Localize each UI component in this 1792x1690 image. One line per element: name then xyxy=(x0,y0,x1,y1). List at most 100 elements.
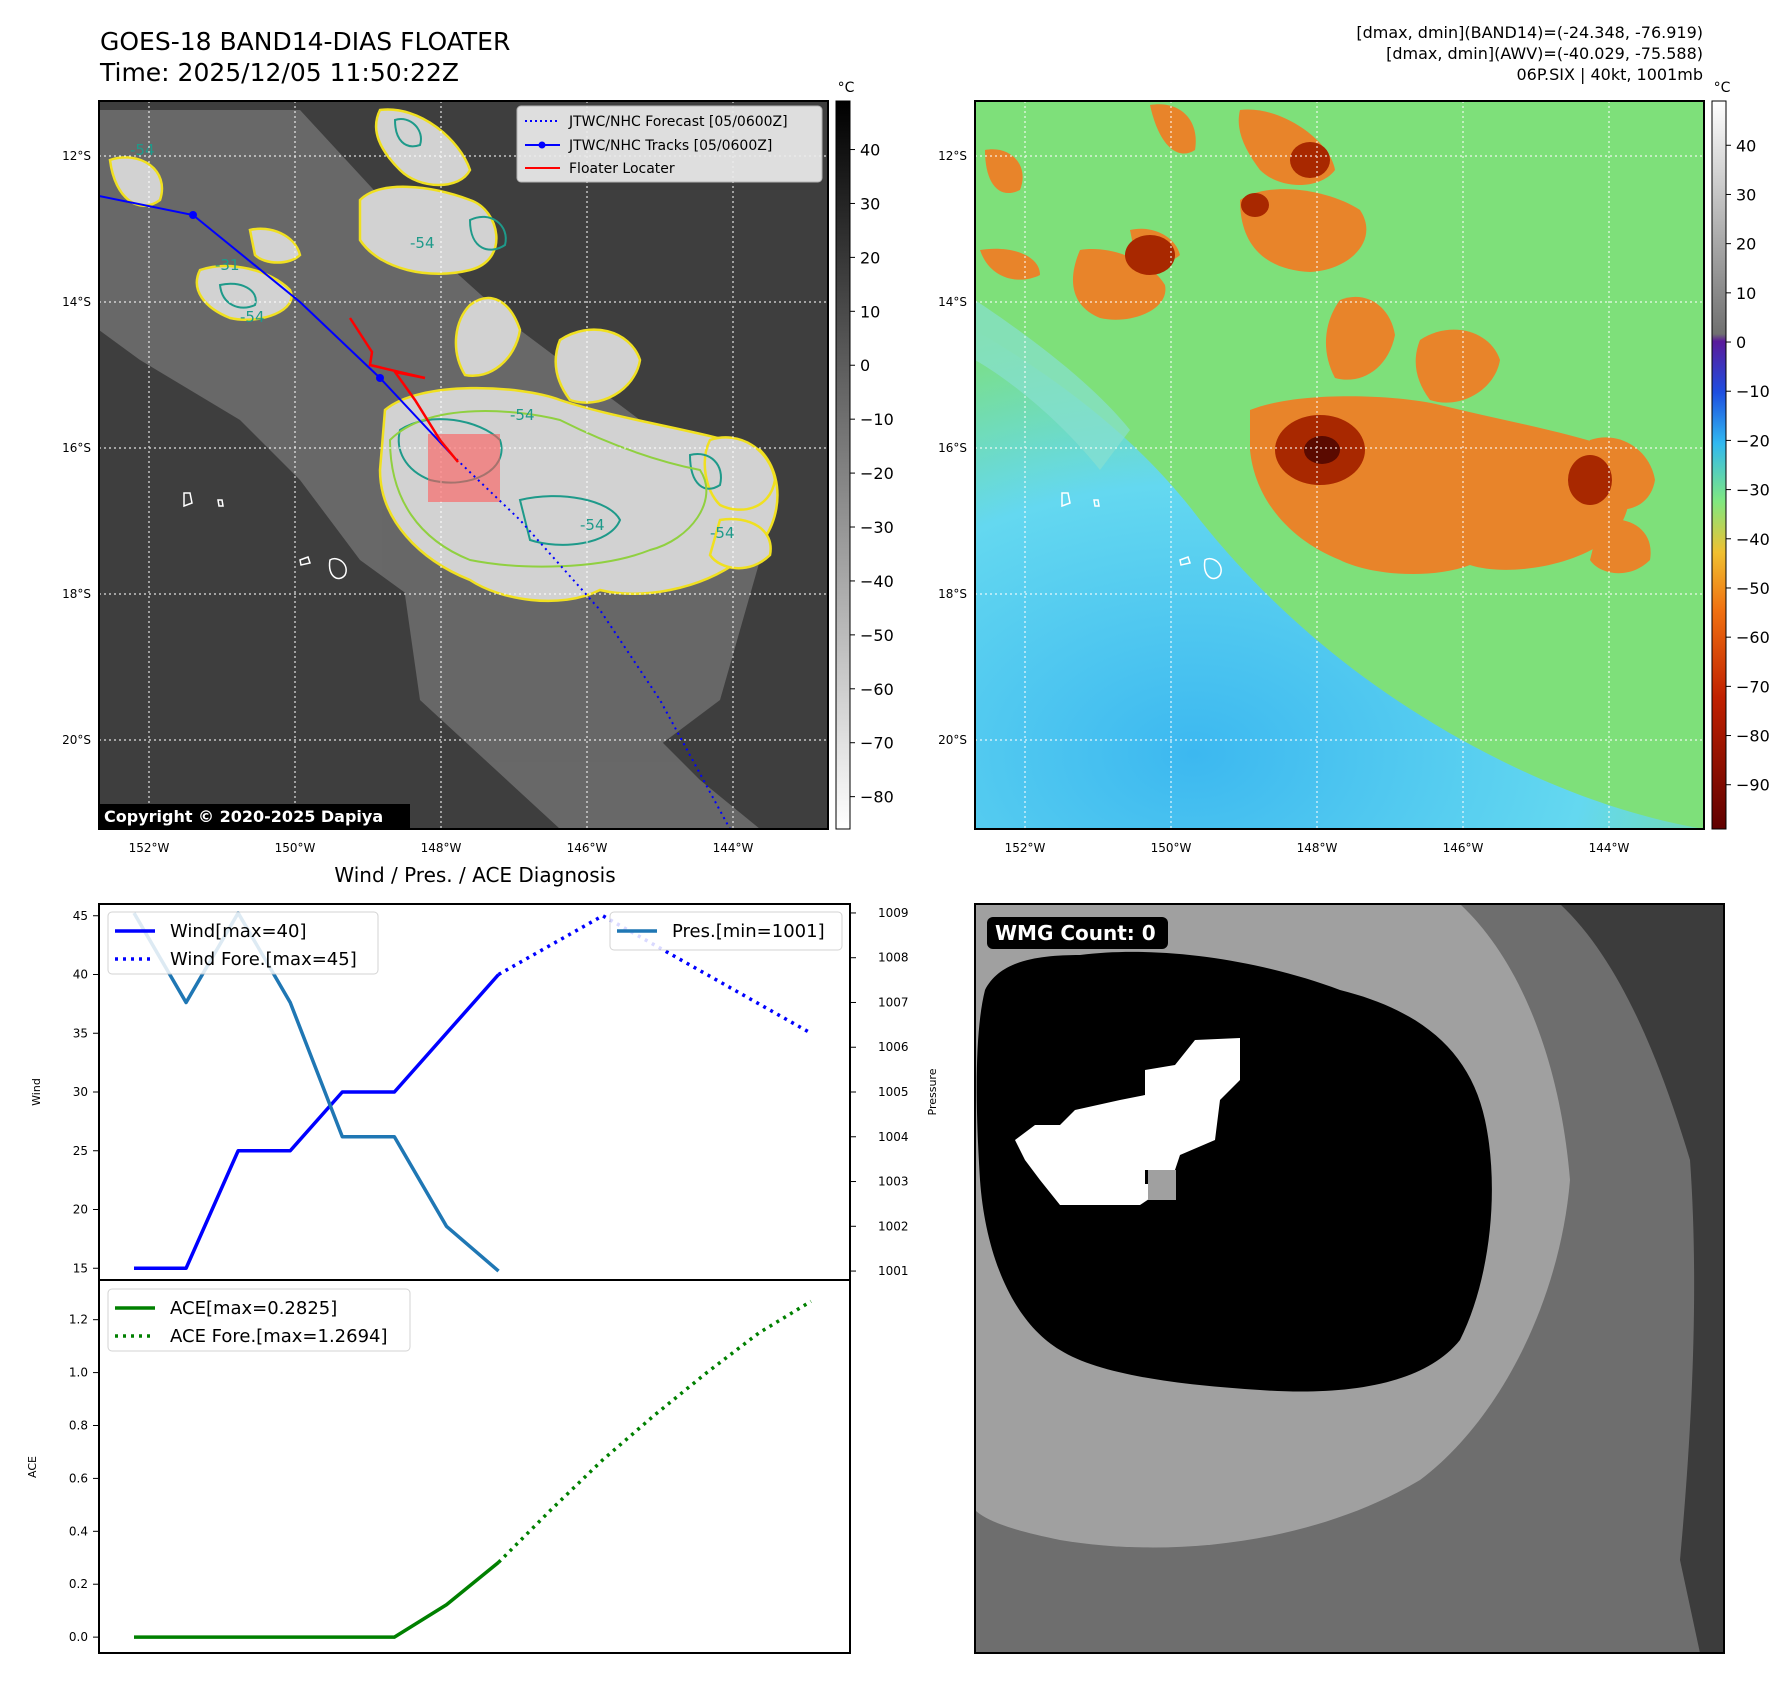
legend-ace: ACE[max=0.2825] xyxy=(170,1298,337,1319)
ir-contour-labels: -54 -54 -54 -54 -31 -54 -54 xyxy=(130,141,735,542)
lon-label: 152°W xyxy=(129,841,170,855)
colorbar-tick-label: −10 xyxy=(860,410,894,429)
wmg-label-box xyxy=(987,917,1168,949)
ir-gridlines xyxy=(99,101,828,829)
awv-colorbar xyxy=(1711,100,1727,830)
pressure-tick-label: 1002 xyxy=(878,1219,909,1233)
colorbar-tick-label: 20 xyxy=(860,248,880,267)
wind-series-line-0 xyxy=(134,973,500,1270)
awv-colorbar-ticks: 40 30 20 10 0 −10 −20 −30 −40 −50 −60 −70 −80 −90 xyxy=(1726,136,1770,795)
ace-tick-label: 0.8 xyxy=(69,1418,88,1432)
lon-label: 148°W xyxy=(1297,841,1338,855)
lat-label: 14°S xyxy=(938,295,967,309)
pressure-tick-label: 1004 xyxy=(878,1130,909,1144)
colorbar-tick-label: −70 xyxy=(1736,677,1770,696)
colorbar-tick-label: 40 xyxy=(860,141,880,160)
ace-axis-label: ACE xyxy=(26,1456,39,1478)
lat-label: 16°S xyxy=(938,441,967,455)
lat-label: 12°S xyxy=(62,149,91,163)
awv-lat-labels: 12°S 14°S 16°S 18°S 20°S xyxy=(938,149,967,747)
contour-label: -54 xyxy=(410,234,435,252)
ace-tick-label: 0.6 xyxy=(69,1471,88,1485)
track-marker xyxy=(189,211,197,219)
wind-axis-label: Wind xyxy=(30,1078,43,1106)
colorbar-tick-label: 20 xyxy=(1736,235,1756,254)
ace-panel: 1.2 1.0 0.8 0.6 0.4 0.2 0.0 ACE ACE[max=0.2825… xyxy=(26,1279,851,1654)
ace-legend: ACE[max=0.2825] ACE Fore.[max=1.2694] xyxy=(107,1288,411,1352)
contour-label: -54 xyxy=(130,141,155,159)
pressure-axis-ticks: 1009 1008 1007 1006 1005 1004 1003 1002 1001 xyxy=(850,906,909,1278)
wind-series-line-2 xyxy=(132,911,500,1273)
pressure-tick-label: 1005 xyxy=(878,1085,909,1099)
figure-time: Time: 2025/12/05 11:50:22Z xyxy=(99,58,459,87)
copyright-text: Copyright © 2020-2025 Dapiya xyxy=(104,807,383,826)
legend-pressure: Pres.[min=1001] xyxy=(672,921,825,942)
info-band14: [dmax, dmin](BAND14)=(-24.348, -76.919) xyxy=(1356,23,1703,42)
pressure-tick-label: 1001 xyxy=(878,1264,909,1278)
wmg-gray-notch xyxy=(1148,1170,1176,1200)
ir-cloud-tops xyxy=(108,108,779,603)
ir-lat-labels: 12°S 14°S 16°S 18°S 20°S xyxy=(62,149,91,747)
lat-label: 18°S xyxy=(62,587,91,601)
colorbar-tick-label: −20 xyxy=(1736,431,1770,450)
wmg-white-region xyxy=(1015,1038,1240,1205)
wind-axis-ticks: 45 40 35 30 25 20 15 xyxy=(73,909,99,1275)
awv-coldest-core xyxy=(1304,436,1340,464)
colorbar-tick-label: 0 xyxy=(1736,333,1746,352)
awv-gridlines xyxy=(975,101,1704,829)
contour-label: -54 xyxy=(510,406,535,424)
wmg-panel: WMG Count: 0 xyxy=(974,903,1725,1654)
ir-colorbar-unit: °C xyxy=(838,80,855,96)
legend-tracks: JTWC/NHC Tracks [05/0600Z] xyxy=(568,138,772,154)
contour-label: -31 xyxy=(215,256,240,274)
ace-tick-label: 0.2 xyxy=(69,1577,88,1591)
ir-frame xyxy=(98,100,829,830)
awv-dry-region xyxy=(975,330,1704,829)
colorbar-tick-label: −20 xyxy=(860,464,894,483)
lon-label: 148°W xyxy=(421,841,462,855)
colorbar-tick-label: −80 xyxy=(860,788,894,807)
wind-tick-label: 20 xyxy=(73,1203,88,1217)
lat-label: 18°S xyxy=(938,587,967,601)
colorbar-tick-label: −60 xyxy=(1736,628,1770,647)
best-track xyxy=(99,195,453,456)
wind-tick-label: 40 xyxy=(73,968,88,982)
pressure-tick-label: 1006 xyxy=(878,1040,909,1054)
ir-map: -54 -54 -54 -54 -31 -54 -54 xyxy=(62,80,894,855)
track-marker xyxy=(376,374,384,382)
colorbar-tick-label: −40 xyxy=(860,572,894,591)
ace-tick-label: 1.2 xyxy=(69,1313,88,1327)
lon-label: 144°W xyxy=(713,841,754,855)
lon-label: 152°W xyxy=(1005,841,1046,855)
colorbar-tick-label: 30 xyxy=(860,194,880,213)
lon-label: 146°W xyxy=(567,841,608,855)
pressure-tick-label: 1008 xyxy=(878,951,909,965)
legend-ace-forecast: ACE Fore.[max=1.2694] xyxy=(170,1326,388,1347)
wind-tick-label: 25 xyxy=(73,1144,88,1158)
ace-tick-label: 1.0 xyxy=(69,1366,88,1380)
ace-tick-label: 0.0 xyxy=(69,1630,88,1644)
awv-islands xyxy=(1061,492,1222,580)
ace-series-line-0 xyxy=(134,1561,500,1639)
awv-colorbar-unit: °C xyxy=(1714,80,1731,96)
ir-colorbar-ticks: 40 30 20 10 0 −10 −20 −30 −40 −50 −60 −70 −80 xyxy=(850,141,894,807)
lat-label: 14°S xyxy=(62,295,91,309)
wind-tick-label: 15 xyxy=(73,1261,88,1275)
awv-frame xyxy=(974,100,1705,830)
colorbar-tick-label: −10 xyxy=(1736,382,1770,401)
ir-contours-green xyxy=(388,410,708,568)
colorbar-tick-label: −50 xyxy=(1736,579,1770,598)
legend-wind: Wind[max=40] xyxy=(170,921,307,942)
ace-series xyxy=(134,1299,812,1639)
awv-dry-band xyxy=(975,300,1130,470)
wind-tick-label: 45 xyxy=(73,909,88,923)
ir-colorbar xyxy=(835,100,851,830)
info-awv: [dmax, dmin](AWV)=(-40.029, -75.588) xyxy=(1386,44,1703,63)
pressure-axis-label: Pressure xyxy=(926,1068,939,1115)
wmg-frame xyxy=(974,903,1725,1654)
colorbar-tick-label: 40 xyxy=(1736,136,1756,155)
info-storm: 06P.SIX | 40kt, 1001mb xyxy=(1516,65,1703,84)
contour-label: -54 xyxy=(240,308,265,326)
contour-label: -54 xyxy=(580,516,605,534)
